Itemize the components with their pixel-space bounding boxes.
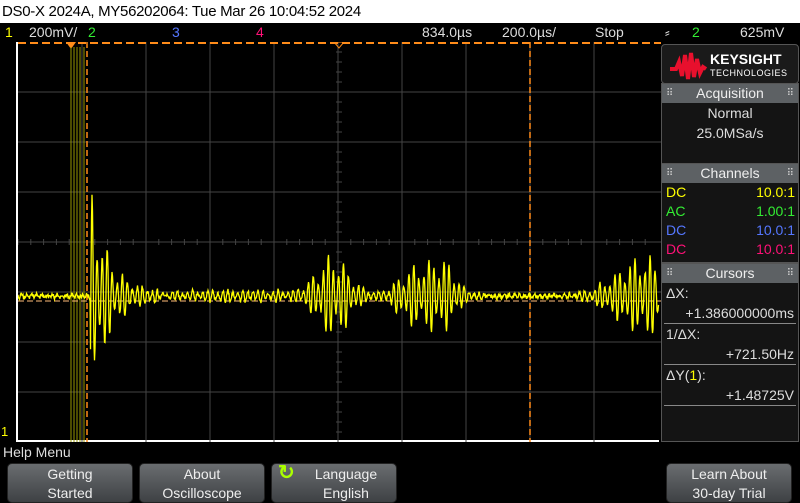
channel-1-label[interactable]: 1	[5, 23, 13, 41]
trigger-level[interactable]: 625mV	[740, 23, 784, 41]
keysight-logo: KEYSIGHT TECHNOLOGIES	[661, 44, 799, 84]
trigger-source[interactable]: 2	[692, 23, 700, 41]
status-bar: 1 200mV/ 2 3 4 834.0µs 200.0µs/ Stop ⸗ 2…	[0, 23, 800, 41]
rotate-knob-icon: ↻	[278, 464, 295, 483]
acquisition-panel[interactable]: Acquisition Normal 25.0MSa/s	[661, 83, 799, 165]
coupling: DC	[666, 241, 686, 257]
channel-1-row: DC 10.0:1	[662, 183, 798, 202]
channel-1-scale[interactable]: 200mV/	[29, 23, 77, 41]
graticule	[18, 42, 661, 442]
delta-y-suffix: ):	[697, 367, 706, 383]
delta-y-channel: 1	[689, 367, 697, 383]
channels-panel[interactable]: Channels DC 10.0:1 AC 1.00:1 DC 10.0:1 DC 10…	[661, 163, 799, 263]
button-line-2: 30-day Trial	[667, 484, 791, 503]
probe-ratio: 10.0:1	[756, 183, 795, 202]
coupling: AC	[666, 203, 685, 219]
logo-brand: KEYSIGHT	[710, 51, 782, 67]
window-title: DS0-X 2024A, MY56202064: Tue Mar 26 10:0…	[0, 0, 800, 23]
channel-3-label[interactable]: 3	[172, 23, 180, 41]
button-line-2: Started	[8, 484, 132, 503]
learn-about-trial-button[interactable]: Learn About 30-day Trial	[666, 463, 792, 503]
help-menu-title: Help Menu	[3, 444, 71, 460]
sample-rate: 25.0MSa/s	[662, 123, 798, 143]
timebase[interactable]: 200.0µs/	[502, 23, 556, 41]
delta-x-label: ΔX:	[662, 283, 798, 303]
channel-3-row: DC 10.0:1	[662, 221, 798, 240]
delta-y-label: ΔY(1):	[662, 365, 798, 385]
probe-ratio: 10.0:1	[756, 240, 795, 259]
rising-edge-icon: ⸗	[665, 23, 670, 41]
waveform-display[interactable]	[16, 42, 659, 442]
horizontal-delay[interactable]: 834.0µs	[422, 23, 472, 41]
language-button[interactable]: ↻ Language English	[271, 463, 397, 503]
probe-ratio: 1.00:1	[756, 202, 795, 221]
probe-ratio: 10.0:1	[756, 221, 795, 240]
channel-2-label[interactable]: 2	[88, 23, 96, 41]
channel-2-row: AC 1.00:1	[662, 202, 798, 221]
coupling: DC	[666, 184, 686, 200]
channels-header: Channels	[662, 164, 798, 183]
button-line-2: Oscilloscope	[140, 484, 264, 503]
keysight-wave-icon	[668, 49, 708, 83]
button-line-1: About	[140, 465, 264, 484]
channel-4-label[interactable]: 4	[256, 23, 264, 41]
acquisition-header: Acquisition	[662, 84, 798, 103]
delta-y-prefix: ΔY(	[666, 367, 689, 383]
delta-y-value: +1.48725V	[662, 385, 798, 405]
inverse-delta-x-label: 1/ΔX:	[662, 324, 798, 344]
delta-x-value: +1.386000000ms	[662, 303, 798, 323]
side-panel: KEYSIGHT TECHNOLOGIES Acquisition Normal…	[660, 42, 800, 442]
button-line-2: English	[272, 484, 396, 503]
getting-started-button[interactable]: Getting Started	[7, 463, 133, 503]
run-state[interactable]: Stop	[595, 23, 624, 41]
channel-4-row: DC 10.0:1	[662, 240, 798, 259]
cursors-header: Cursors	[662, 264, 798, 283]
logo-subtitle: TECHNOLOGIES	[710, 68, 788, 78]
cursors-panel[interactable]: Cursors ΔX: +1.386000000ms 1/ΔX: +721.50…	[661, 263, 799, 442]
acquisition-mode: Normal	[662, 103, 798, 123]
coupling: DC	[666, 222, 686, 238]
about-oscilloscope-button[interactable]: About Oscilloscope	[139, 463, 265, 503]
button-line-1: Learn About	[667, 465, 791, 484]
inverse-delta-x-value: +721.50Hz	[662, 344, 798, 364]
button-line-1: Getting	[8, 465, 132, 484]
channel-1-ground-marker[interactable]: 1	[1, 424, 8, 439]
